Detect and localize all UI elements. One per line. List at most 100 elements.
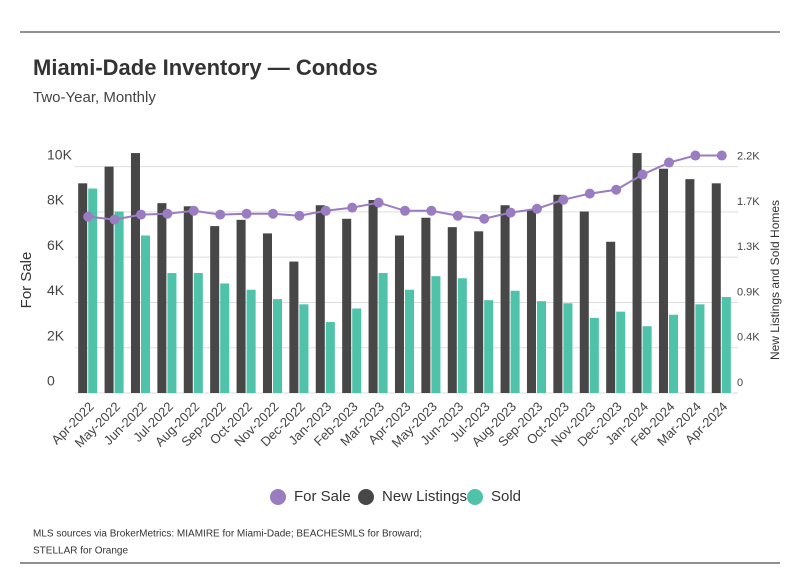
bar: [262, 233, 272, 393]
y-tick-label: 0: [47, 373, 55, 389]
y2-tick-label: 0.4K: [737, 332, 760, 344]
bar: [474, 231, 484, 393]
bar: [695, 304, 705, 393]
bar: [104, 166, 114, 393]
bar: [632, 153, 642, 393]
bar: [642, 326, 652, 393]
bar: [193, 273, 203, 393]
point: [162, 208, 173, 219]
bar: [711, 183, 721, 393]
bar: [405, 289, 415, 393]
point: [479, 213, 490, 224]
bar: [378, 273, 388, 393]
legend-label: For Sale: [294, 488, 351, 505]
bar: [342, 218, 352, 393]
y2-tick-label: 2.2K: [737, 151, 760, 163]
point: [241, 208, 252, 219]
source-note: STELLAR for Orange: [33, 546, 128, 557]
bar: [447, 227, 457, 393]
point: [188, 205, 199, 216]
point: [268, 208, 278, 219]
bar: [685, 179, 695, 393]
legend-swatch: [467, 489, 483, 505]
bar: [236, 219, 246, 393]
point: [452, 210, 463, 221]
bar: [484, 300, 494, 393]
bar: [457, 278, 467, 393]
point: [215, 209, 226, 220]
bar: [563, 303, 573, 393]
bar: [669, 314, 679, 393]
point: [109, 214, 120, 225]
bar: [325, 322, 335, 393]
bar: [299, 304, 309, 393]
legend-label: New Listings: [382, 488, 467, 505]
y-tick-label: 6K: [47, 237, 65, 253]
point: [611, 184, 622, 195]
bar: [289, 261, 299, 393]
point: [637, 169, 648, 180]
chart-subtitle: Two-Year, Monthly: [33, 89, 156, 106]
bar: [616, 311, 626, 393]
y2-tick-label: 0: [737, 377, 743, 389]
bar: [220, 283, 230, 393]
y-tick-label: 2K: [47, 327, 65, 343]
bar: [273, 299, 283, 393]
bar: [141, 235, 151, 393]
y-tick-label: 10K: [47, 146, 73, 162]
bar: [157, 203, 167, 393]
bar: [315, 205, 325, 393]
point: [716, 150, 727, 161]
source-note: MLS sources via BrokerMetrics: MIAMIRE f…: [33, 529, 422, 540]
y2-axis-label: New Listings and Sold Homes: [768, 200, 782, 360]
bar: [658, 168, 668, 393]
bar: [579, 211, 589, 393]
point: [373, 197, 384, 208]
bar: [78, 183, 88, 393]
point: [664, 157, 674, 168]
point: [690, 150, 701, 161]
point: [584, 188, 595, 199]
bar: [589, 317, 599, 393]
y2-tick-label: 1.3K: [737, 241, 760, 253]
point: [294, 210, 305, 221]
bar: [526, 210, 536, 393]
y-tick-label: 4K: [47, 282, 65, 298]
point: [426, 205, 437, 216]
bar: [114, 211, 124, 393]
point: [532, 203, 542, 214]
chart-title: Miami-Dade Inventory — Condos: [33, 55, 378, 80]
point: [136, 209, 146, 220]
bar: [88, 188, 98, 393]
bar: [510, 290, 520, 393]
point: [558, 194, 569, 205]
point: [347, 202, 358, 213]
bar: [553, 194, 563, 393]
bar: [721, 297, 731, 393]
bar: [537, 301, 547, 393]
legend-swatch: [358, 489, 374, 505]
bar: [183, 206, 193, 393]
point: [320, 205, 331, 216]
bar: [606, 241, 616, 393]
bar: [421, 217, 431, 393]
bar: [394, 235, 404, 393]
bar: [352, 308, 362, 393]
bar: [130, 153, 140, 393]
y2-tick-label: 0.9K: [737, 286, 760, 298]
bar: [210, 226, 220, 393]
bar: [167, 273, 177, 393]
y-axis-label: For Sale: [18, 252, 35, 309]
legend-swatch: [270, 489, 286, 505]
bar: [500, 205, 510, 393]
point: [83, 211, 94, 222]
y-tick-label: 8K: [47, 192, 65, 208]
bar: [246, 289, 256, 393]
y2-tick-label: 1.7K: [737, 196, 760, 208]
point: [505, 207, 516, 218]
bar: [368, 200, 378, 393]
point: [400, 205, 410, 216]
legend-label: Sold: [491, 488, 521, 505]
bar: [431, 276, 441, 393]
